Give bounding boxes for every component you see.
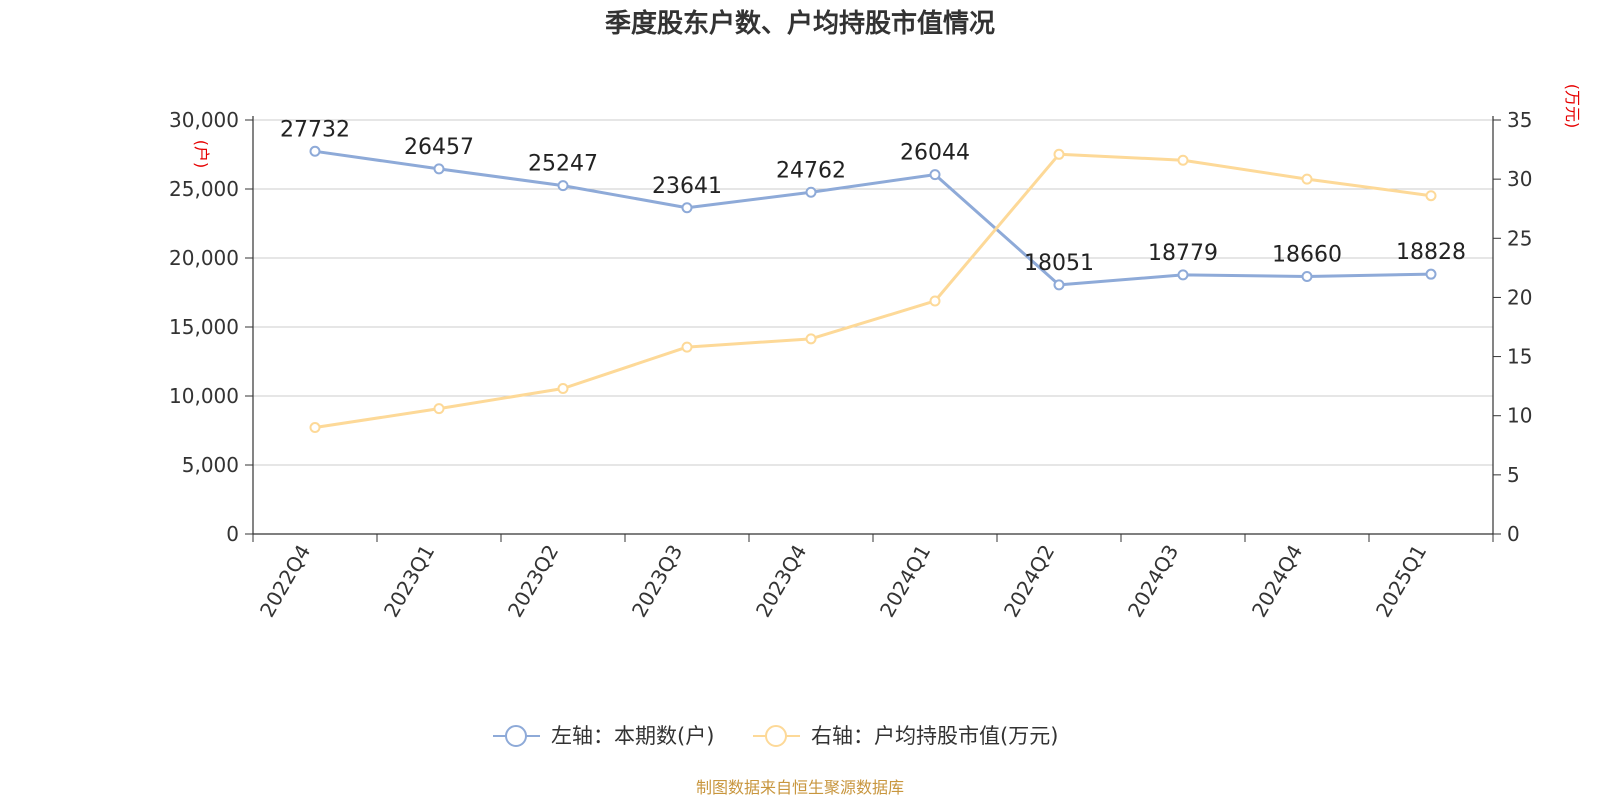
data-label: 25247 [528,152,598,177]
left-tick-label: 10,000 [169,384,239,408]
data-point-right[interactable] [1177,154,1189,166]
right-tick-label: 30 [1507,167,1532,191]
grid-lines [253,119,1493,466]
data-label: 18051 [1024,251,1094,276]
left-tick-label: 5,000 [182,453,239,477]
data-point-right[interactable] [309,422,321,434]
legend-label-right: 右轴：户均持股市值(万元) [811,724,1058,748]
data-source: 制图数据来自恒生聚源数据库 [696,778,904,797]
right-tick-label: 15 [1507,345,1532,369]
left-tick-label: 30,000 [169,108,239,132]
x-axis-ticks: 2022Q4 2023Q1 2023Q2 2023Q3 2023Q4 2024Q1 2024… [252,534,1494,622]
data-point-right[interactable] [681,341,693,353]
x-tick-label: 2024Q3 [1123,541,1183,622]
series-line-left [314,149,1432,287]
x-tick-label: 2024Q4 [1247,541,1307,622]
data-point-left[interactable] [681,202,693,214]
data-point-right[interactable] [1301,173,1313,185]
data-label: 26044 [900,141,970,166]
data-label: 26457 [404,135,474,160]
left-tick-label: 20,000 [169,246,239,270]
x-tick-label: 2023Q3 [627,541,687,622]
data-labels: 27732 26457 25247 23641 24762 26044 18051 18779… [280,117,1466,276]
left-axis-unit: (户) [192,140,211,169]
legend-label-left: 左轴：本期数(户) [551,724,714,748]
data-label: 18779 [1148,241,1218,266]
data-point-left[interactable] [1425,268,1437,280]
data-point-right[interactable] [1053,148,1065,160]
x-tick-label: 2024Q1 [875,541,935,622]
data-label: 18660 [1272,242,1342,267]
data-point-left[interactable] [805,186,817,198]
x-tick-label: 2025Q1 [1371,541,1431,622]
x-tick-label: 2023Q2 [503,541,563,622]
legend-item-right-series[interactable]: 右轴：户均持股市值(万元) [753,724,1058,748]
legend-item-left-series[interactable]: 左轴：本期数(户) [493,724,714,748]
chart-title: 季度股东户数、户均持股市值情况 [605,8,995,39]
right-tick-label: 5 [1507,463,1520,487]
right-tick-label: 35 [1507,108,1532,132]
right-tick-label: 20 [1507,285,1532,309]
data-point-right[interactable] [1425,190,1437,202]
data-point-right[interactable] [805,333,817,345]
right-tick-label: 0 [1507,522,1520,546]
data-point-left[interactable] [1177,269,1189,281]
x-tick-label: 2022Q4 [255,541,315,622]
x-tick-label: 2023Q1 [379,541,439,622]
data-point-left[interactable] [433,163,445,175]
left-tick-label: 0 [226,522,239,546]
left-axis-ticks: 0 5,000 10,000 15,000 20,000 25,000 30,000 [169,108,253,546]
right-tick-label: 10 [1507,404,1532,428]
data-label: 18828 [1396,240,1466,265]
legend-marker-left [505,725,527,747]
data-label: 24762 [776,158,846,183]
data-point-right[interactable] [929,295,941,307]
left-tick-label: 25,000 [169,177,239,201]
data-label: 23641 [652,174,722,199]
data-point-right[interactable] [433,403,445,415]
data-label: 27732 [280,117,350,142]
x-tick-label: 2024Q2 [999,541,1059,622]
data-point-left[interactable] [929,169,941,181]
legend[interactable]: 左轴：本期数(户) 右轴：户均持股市值(万元) [493,724,1058,748]
data-point-left[interactable] [1301,270,1313,282]
right-tick-label: 25 [1507,226,1532,250]
data-point-left[interactable] [1053,279,1065,291]
x-tick-label: 2023Q4 [751,541,811,622]
right-axis-ticks: 0 5 10 15 20 25 30 35 [1493,108,1532,546]
legend-marker-right [765,725,787,747]
data-point-left[interactable] [309,145,321,157]
series-lines [309,145,1437,434]
right-axis-unit: (万元) [1563,84,1582,129]
data-point-left[interactable] [557,180,569,192]
left-tick-label: 15,000 [169,315,239,339]
series-line-right [314,152,1432,430]
data-point-right[interactable] [557,383,569,395]
